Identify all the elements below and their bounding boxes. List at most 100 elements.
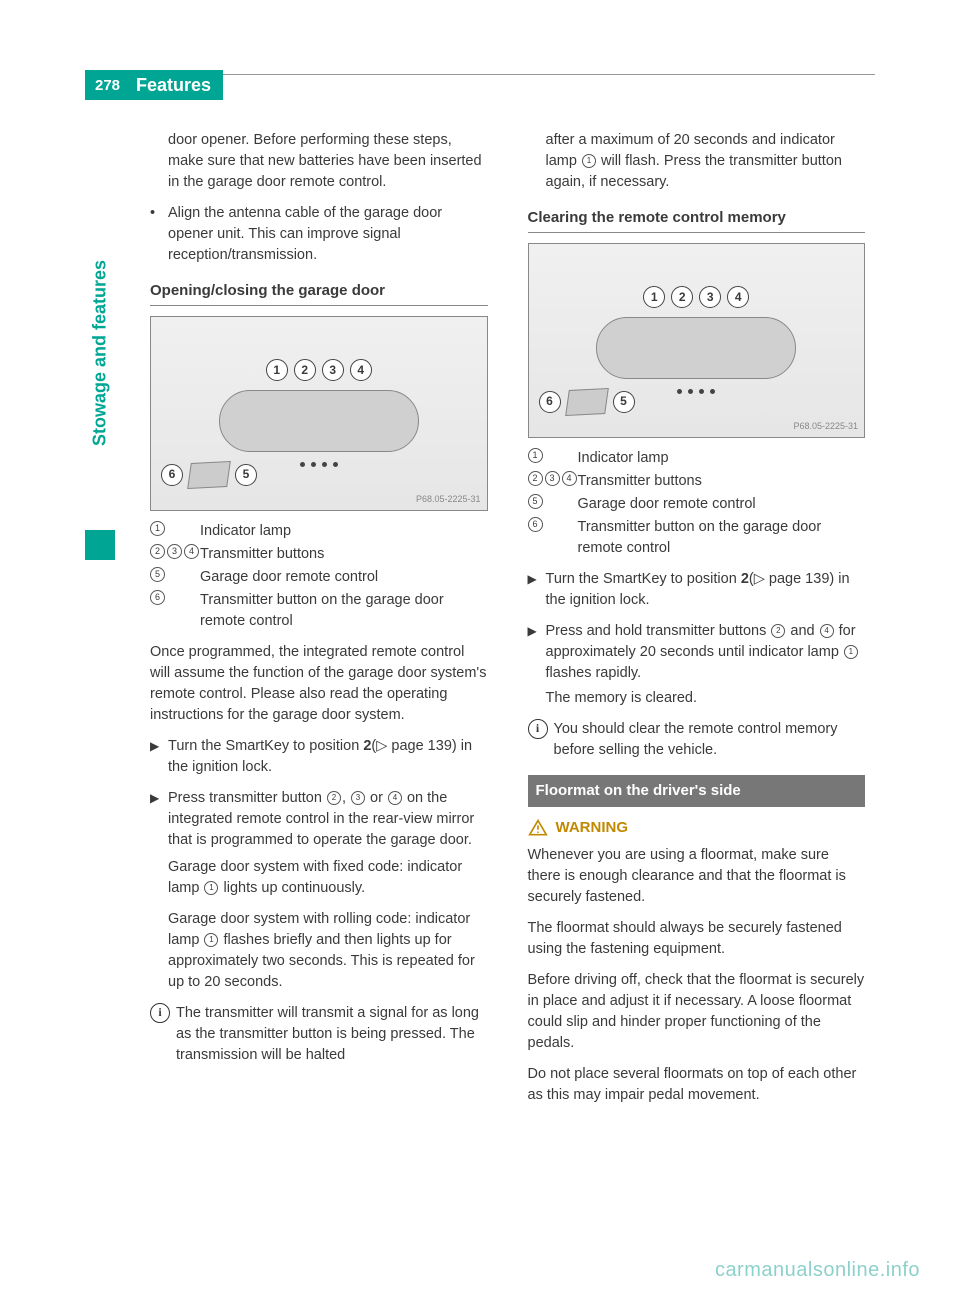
inline-callout: 4 [820, 624, 834, 638]
chapter-title: Features [130, 70, 223, 100]
warning-text: The floormat should always be securely f… [528, 918, 866, 960]
callout-5: 5 [235, 464, 257, 486]
legend-text: Transmitter buttons [200, 544, 324, 565]
subheading: Clearing the remote control memory [528, 207, 866, 233]
info-text: You should clear the remote control memo… [554, 719, 866, 761]
inline-callout: 2 [327, 791, 341, 805]
page-number: 278 [85, 70, 130, 100]
step-text: Press and hold transmitter buttons 2 and… [546, 621, 866, 709]
legend-row: 234Transmitter buttons [150, 544, 488, 565]
legend-sym: 2 [528, 471, 543, 486]
info-icon: i [150, 1003, 170, 1023]
legend-sym: 1 [528, 448, 543, 463]
side-tab-label: Stowage and features [85, 260, 115, 520]
inline-callout: 2 [771, 624, 785, 638]
step-text: Turn the SmartKey to position 2(▷ page 1… [546, 569, 866, 611]
left-column: door opener. Before performing these ste… [150, 130, 488, 1232]
body-text: door opener. Before performing these ste… [150, 130, 488, 193]
subheading: Opening/closing the garage door [150, 280, 488, 306]
figure-ref: P68.05-2225-31 [416, 493, 481, 506]
inline-callout: 3 [351, 791, 365, 805]
legend-row: 5 Garage door remote control [528, 494, 866, 515]
callout-6: 6 [161, 464, 183, 486]
legend-row: 5 Garage door remote control [150, 567, 488, 588]
figure-remote [187, 461, 231, 489]
info-note: i You should clear the remote control me… [528, 719, 866, 761]
inline-callout: 4 [388, 791, 402, 805]
figure-mirror [596, 317, 796, 379]
callout-3: 3 [322, 359, 344, 381]
figure-mirror [219, 390, 419, 452]
body-text: after a maximum of 20 seconds and indica… [528, 130, 866, 193]
legend-text: Transmitter button on the garage door re… [578, 517, 866, 559]
warning-icon [528, 818, 548, 838]
figure-remote [565, 388, 609, 416]
legend-text: Transmitter button on the garage door re… [200, 590, 488, 632]
warning-label: WARNING [556, 817, 629, 839]
inline-callout: 1 [844, 645, 858, 659]
step-text: Press transmitter button 2, 3 or 4 on th… [168, 788, 488, 993]
inline-callout: 1 [204, 881, 218, 895]
warning-text: Do not place several floormats on top of… [528, 1064, 866, 1106]
step-item: ▶ Press and hold transmitter buttons 2 a… [528, 621, 866, 709]
info-note: i The transmitter will transmit a signal… [150, 1003, 488, 1066]
legend-sym: 3 [545, 471, 560, 486]
legend-text: Indicator lamp [578, 448, 669, 469]
legend-text: Garage door remote control [200, 567, 378, 588]
body-text: Once programmed, the integrated remote c… [150, 642, 488, 726]
legend-sym: 5 [150, 567, 165, 582]
legend-sym: 6 [528, 517, 543, 532]
step-mark: ▶ [150, 736, 168, 778]
legend-sym: 5 [528, 494, 543, 509]
legend-sym: 4 [184, 544, 199, 559]
bullet-mark: • [150, 203, 168, 266]
step-mark: ▶ [528, 621, 546, 709]
figure-callouts-top: 1 2 3 4 [643, 286, 749, 308]
legend-row: 1 Indicator lamp [150, 521, 488, 542]
figure-garage-door: 1 2 3 4 6 5 P68.05-2225-31 [150, 316, 488, 511]
callout-1: 1 [643, 286, 665, 308]
callout-4: 4 [727, 286, 749, 308]
callout-5: 5 [613, 391, 635, 413]
right-column: after a maximum of 20 seconds and indica… [528, 130, 866, 1232]
step-item: ▶ Press transmitter button 2, 3 or 4 on … [150, 788, 488, 993]
bullet-text: Align the antenna cable of the garage do… [168, 203, 488, 266]
legend-sym: 3 [167, 544, 182, 559]
legend-row: 6 Transmitter button on the garage door r… [150, 590, 488, 632]
legend-sym: 1 [150, 521, 165, 536]
bullet-item: • Align the antenna cable of the garage … [150, 203, 488, 266]
figure-legend: 1 Indicator lamp 234Transmitter buttons 5… [528, 448, 866, 559]
inline-callout: 1 [204, 933, 218, 947]
step-mark: ▶ [528, 569, 546, 611]
callout-2: 2 [671, 286, 693, 308]
legend-row: 6 Transmitter button on the garage door r… [528, 517, 866, 559]
legend-text: Garage door remote control [578, 494, 756, 515]
warning-heading: WARNING [528, 817, 866, 839]
header-rule [223, 74, 875, 75]
step-text: Turn the SmartKey to position 2(▷ page 1… [168, 736, 488, 778]
step-item: ▶ Turn the SmartKey to position 2(▷ page… [150, 736, 488, 778]
callout-3: 3 [699, 286, 721, 308]
legend-row: 1 Indicator lamp [528, 448, 866, 469]
figure-ref: P68.05-2225-31 [793, 420, 858, 433]
figure-legend: 1 Indicator lamp 234Transmitter buttons 5… [150, 521, 488, 632]
info-icon: i [528, 719, 548, 739]
legend-text: Indicator lamp [200, 521, 291, 542]
callout-2: 2 [294, 359, 316, 381]
step-mark: ▶ [150, 788, 168, 993]
warning-text: Whenever you are using a floormat, make … [528, 845, 866, 908]
info-text: The transmitter will transmit a signal f… [176, 1003, 488, 1066]
legend-sym: 6 [150, 590, 165, 605]
inline-callout: 1 [582, 154, 596, 168]
legend-row: 234Transmitter buttons [528, 471, 866, 492]
legend-text: Transmitter buttons [578, 471, 702, 492]
step-item: ▶ Turn the SmartKey to position 2(▷ page… [528, 569, 866, 611]
section-heading: Floormat on the driver's side [528, 775, 866, 807]
figure-callouts-left: 6 5 [161, 462, 257, 488]
content-area: door opener. Before performing these ste… [150, 130, 865, 1232]
warning-text: Before driving off, check that the floor… [528, 970, 866, 1054]
callout-4: 4 [350, 359, 372, 381]
figure-callouts-left: 6 5 [539, 389, 635, 415]
figure-clear-memory: 1 2 3 4 6 5 P68.05-2225-31 [528, 243, 866, 438]
legend-sym: 4 [562, 471, 577, 486]
